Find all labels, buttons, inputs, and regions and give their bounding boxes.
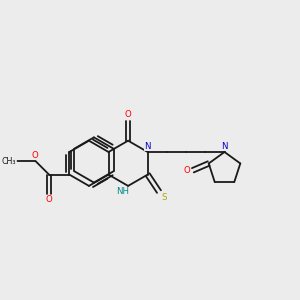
Text: N: N [144,142,151,151]
Text: N: N [221,142,228,151]
Text: O: O [125,110,131,119]
Text: O: O [184,166,190,175]
Text: CH₃: CH₃ [2,157,16,166]
Text: O: O [46,195,52,204]
Text: O: O [32,151,38,160]
Text: NH: NH [117,188,130,196]
Text: S: S [161,193,167,202]
